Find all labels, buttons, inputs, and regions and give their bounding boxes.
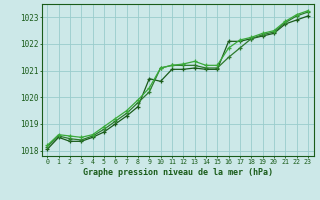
X-axis label: Graphe pression niveau de la mer (hPa): Graphe pression niveau de la mer (hPa) bbox=[83, 168, 273, 177]
